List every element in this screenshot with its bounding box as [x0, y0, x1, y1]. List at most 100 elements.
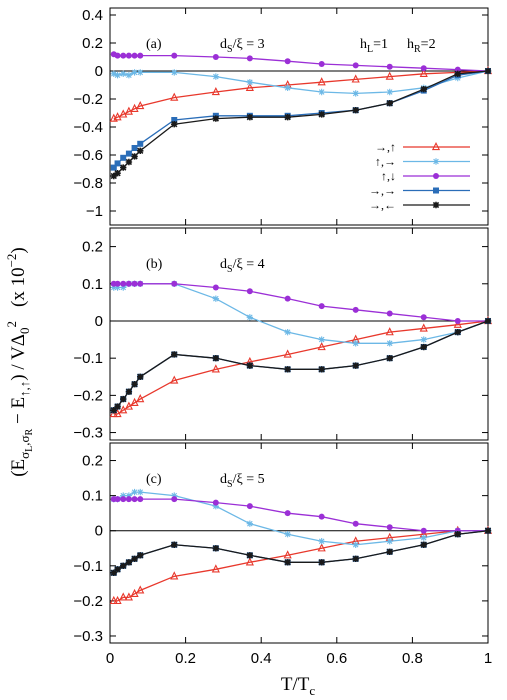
data-point [352, 555, 359, 562]
data-point [420, 527, 427, 534]
data-point [131, 381, 138, 388]
legend-label: →,→ [369, 184, 396, 198]
data-point [318, 513, 325, 520]
series-s3 [110, 280, 491, 324]
y-tick-label: −0.6 [73, 147, 103, 164]
data-point [136, 394, 145, 403]
data-point [454, 531, 461, 538]
data-point [120, 52, 127, 59]
legend: →,↑↑,→↑,↓→,→→,← [369, 140, 470, 212]
data-point [284, 559, 291, 566]
data-point [318, 111, 325, 118]
data-point [318, 559, 325, 566]
data-point [110, 569, 117, 577]
legend-marker [431, 141, 441, 151]
data-point [385, 327, 394, 336]
data-point [484, 67, 492, 75]
data-point [246, 288, 253, 295]
data-point [454, 66, 461, 73]
panels: 0.4 0.2 0 −0.2 −0.4 −0.6 −0.8 −1 (a) dS/ξ = 3 hL=1… [73, 7, 493, 645]
data-point [137, 488, 144, 496]
x-tick-label: 0.4 [251, 650, 272, 667]
data-point [386, 100, 393, 107]
data-point [114, 496, 121, 503]
plot-frame [109, 7, 489, 226]
data-point [110, 284, 117, 291]
data-point [171, 541, 178, 548]
series-s3 [110, 496, 491, 534]
data-point [352, 340, 359, 347]
panel-label: (c) [146, 472, 162, 487]
data-point [386, 88, 393, 96]
panel-annotation: dS/ξ = 4 [220, 257, 265, 275]
data-point [453, 319, 462, 328]
data-point [352, 107, 359, 114]
data-point [454, 328, 461, 336]
data-point [113, 595, 122, 605]
y-tick-label: −0.1 [73, 558, 103, 575]
series-s5 [110, 317, 492, 414]
data-point [352, 62, 359, 69]
panel-1: 0.4 0.2 0 −0.2 −0.4 −0.6 −0.8 −1 (a) dS/ξ = 3 hL=1… [73, 7, 493, 226]
data-point [171, 496, 178, 503]
data-point [246, 362, 254, 369]
series-line [113, 53, 489, 72]
legend-marker [432, 201, 440, 209]
y-tick-label: 0.2 [82, 453, 103, 470]
data-point [137, 52, 144, 59]
data-point [420, 541, 427, 548]
data-point [386, 354, 393, 362]
data-point [171, 121, 178, 128]
legend-entry: →,→ [369, 184, 470, 198]
data-point [137, 552, 144, 559]
y-tick-label: 0 [95, 523, 103, 540]
x-tick-labels: 0 0.2 0.4 0.6 0.8 1 [106, 650, 492, 667]
data-point [284, 531, 291, 538]
series-s5 [110, 67, 492, 180]
data-point [284, 114, 291, 121]
data-point [454, 70, 461, 77]
data-point [120, 280, 127, 287]
data-point [124, 592, 133, 601]
series-line [113, 70, 489, 120]
data-point [125, 52, 132, 59]
data-point [114, 566, 121, 573]
data-point [246, 503, 253, 510]
y-axis-label: (EσL,σR − E↑,↑) / VΔ02(x 10−2) [4, 247, 35, 477]
data-point [245, 557, 254, 566]
data-point [212, 545, 220, 552]
series-line [113, 498, 488, 532]
data-point [114, 403, 121, 410]
data-point [212, 73, 220, 80]
data-point [212, 54, 219, 60]
data-point [386, 548, 393, 555]
data-point [171, 52, 178, 59]
data-point [212, 354, 220, 362]
data-point [130, 588, 139, 598]
y-tick-label: 0.2 [82, 35, 103, 52]
data-point [137, 496, 144, 503]
data-point [284, 510, 291, 517]
data-point [352, 520, 359, 527]
plot-frame [109, 227, 489, 441]
series-line [113, 70, 489, 95]
data-point [125, 388, 133, 395]
data-point [119, 592, 128, 601]
data-point [352, 541, 359, 548]
legend-marker [433, 187, 439, 194]
data-point [120, 562, 127, 570]
x-tick-label: 1 [484, 650, 492, 667]
data-point [454, 317, 461, 324]
data-point [212, 115, 220, 122]
data-point [120, 395, 127, 403]
data-point [317, 341, 326, 351]
data-point [171, 351, 178, 358]
data-point [318, 366, 325, 373]
data-point [385, 71, 394, 80]
data-point [137, 69, 144, 76]
y-tick-label: −0.4 [73, 119, 103, 136]
data-point [246, 552, 254, 559]
data-point [131, 496, 138, 503]
data-point [110, 164, 117, 171]
